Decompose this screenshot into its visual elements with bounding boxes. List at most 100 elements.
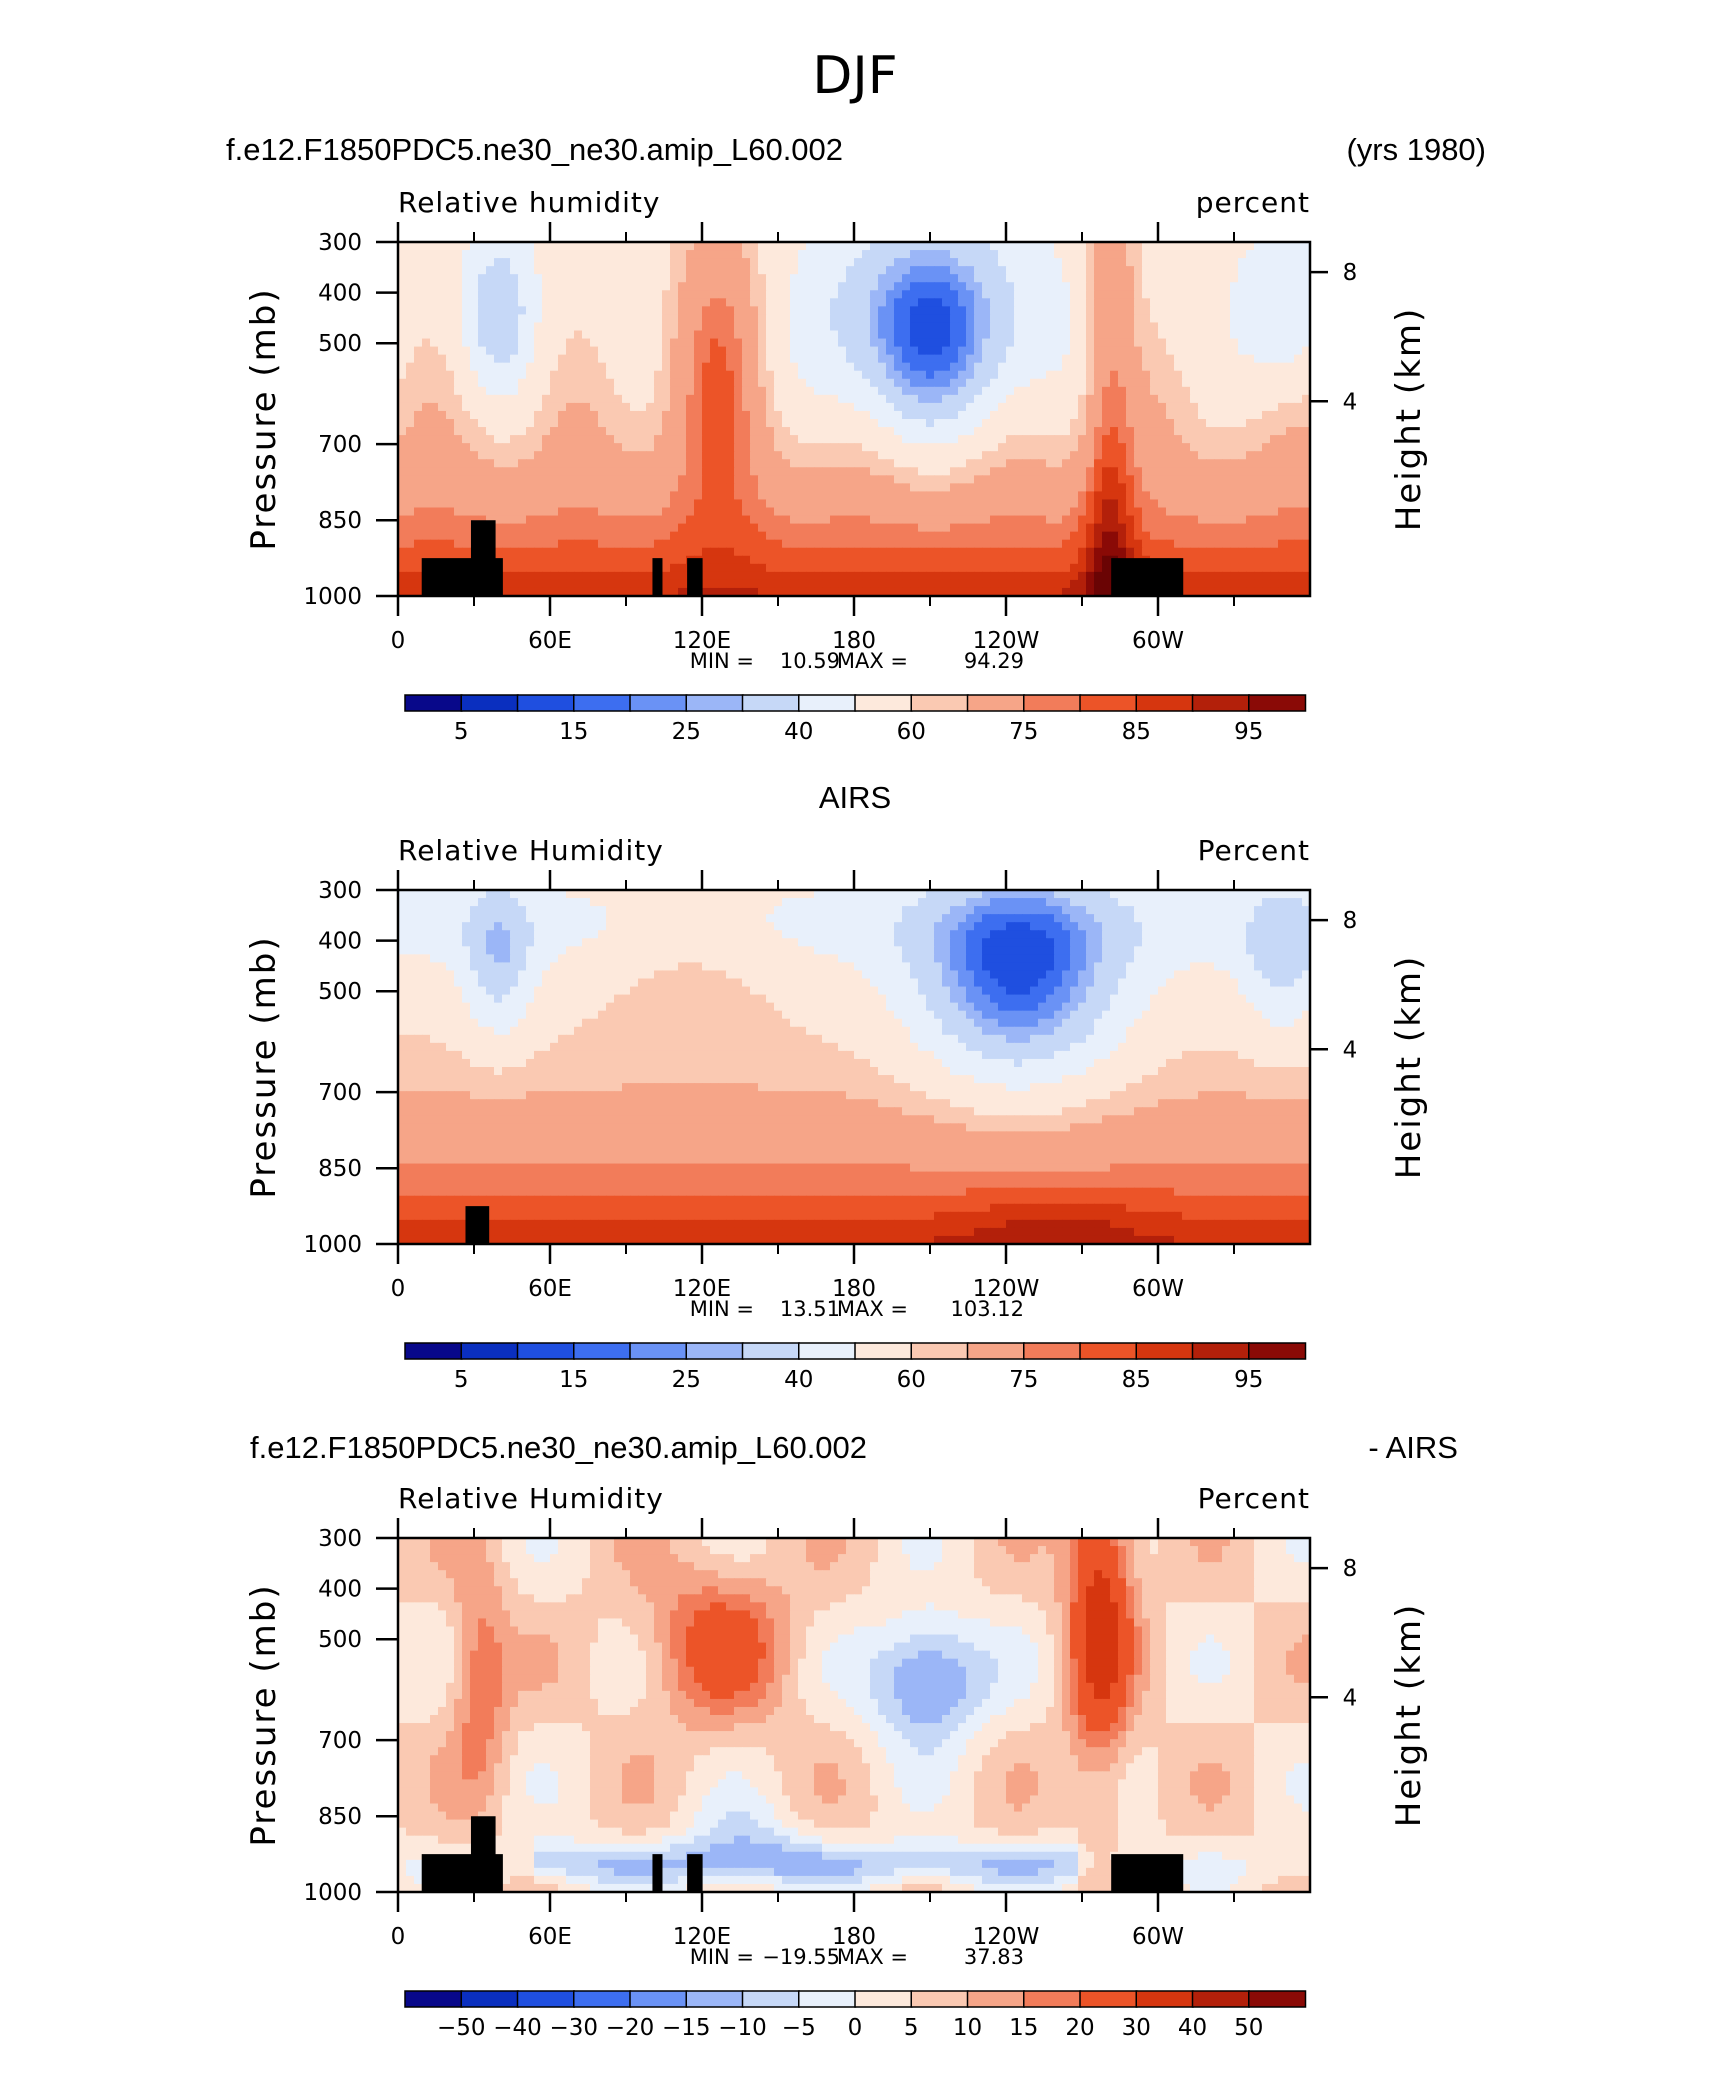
contour-cell	[494, 499, 503, 509]
contour-cell	[742, 282, 751, 291]
contour-cell	[1214, 370, 1223, 380]
contour-cell	[1254, 483, 1263, 493]
contour-cell	[494, 419, 503, 428]
contour-cell	[590, 258, 599, 267]
contour-cell	[990, 250, 999, 259]
contour-cell	[1086, 394, 1095, 404]
contour-cell	[822, 467, 831, 476]
contour-cell	[1150, 282, 1159, 291]
contour-cell	[1086, 459, 1095, 468]
contour-cell	[662, 250, 671, 259]
contour-cell	[694, 290, 703, 299]
contour-cell	[1278, 282, 1287, 291]
contour-cell	[870, 338, 879, 348]
contour-cell	[766, 435, 775, 444]
contour-cell	[742, 298, 751, 307]
contour-cell	[518, 467, 527, 476]
contour-cell	[1118, 306, 1127, 316]
contour-cell	[678, 362, 687, 372]
contour-cell	[494, 370, 503, 380]
contour-cell	[1006, 427, 1015, 436]
contour-cell	[1182, 370, 1191, 380]
contour-cell	[398, 298, 407, 307]
contour-cell	[1134, 402, 1143, 412]
contour-cell	[1030, 459, 1039, 468]
contour-cell	[422, 386, 431, 396]
contour-cell	[822, 306, 831, 316]
contour-cell	[742, 338, 751, 348]
contour-cell	[982, 258, 991, 267]
contour-cell	[966, 394, 975, 404]
contour-cell	[1126, 362, 1135, 372]
contour-cell	[862, 306, 871, 316]
contour-cell	[1182, 499, 1191, 509]
contour-cell	[582, 523, 591, 533]
contour-cell	[1110, 547, 1119, 557]
contour-cell	[750, 346, 759, 356]
contour-cell	[862, 499, 871, 509]
contour-cell	[1206, 370, 1215, 380]
contour-cell	[590, 370, 599, 380]
contour-cell	[734, 250, 743, 259]
contour-cell	[846, 587, 855, 597]
contour-cell	[590, 386, 599, 396]
contour-cell	[502, 354, 511, 364]
contour-cell	[470, 515, 479, 525]
contour-cell	[422, 242, 431, 251]
contour-cell	[1062, 386, 1071, 396]
contour-cell	[590, 587, 599, 597]
contour-cell	[886, 499, 895, 509]
contour-cell	[1166, 274, 1175, 283]
contour-cell	[598, 499, 607, 509]
contour-cell	[1022, 330, 1031, 340]
contour-cell	[630, 346, 639, 356]
contour-cell	[1062, 523, 1071, 533]
contour-cell	[1126, 531, 1135, 541]
contour-cell	[830, 266, 839, 275]
contour-cell	[478, 298, 487, 307]
contour-cell	[854, 587, 863, 597]
contour-cell	[974, 523, 983, 533]
contour-cell	[710, 443, 719, 452]
contour-cell	[1014, 290, 1023, 299]
contour-cell	[814, 467, 823, 476]
contour-cell	[438, 322, 447, 332]
contour-cell	[1294, 547, 1303, 557]
contour-cell	[422, 507, 431, 517]
contour-cell	[1246, 563, 1255, 573]
contour-cell	[710, 354, 719, 364]
contour-cell	[494, 322, 503, 332]
contour-cell	[1086, 435, 1095, 444]
contour-cell	[606, 579, 615, 589]
contour-cell	[518, 378, 527, 388]
contour-cell	[502, 370, 511, 380]
contour-cell	[1246, 451, 1255, 460]
contour-cell	[838, 555, 847, 565]
contour-cell	[598, 531, 607, 541]
contour-cell	[830, 322, 839, 332]
contour-cell	[590, 330, 599, 340]
contour-cell	[718, 354, 727, 364]
contour-cell	[1086, 587, 1095, 597]
contour-cell	[950, 298, 959, 307]
contour-cell	[846, 539, 855, 549]
contour-cell	[470, 266, 479, 275]
contour-cell	[590, 394, 599, 404]
contour-cell	[406, 250, 415, 259]
contour-cell	[406, 298, 415, 307]
contour-cell	[806, 394, 815, 404]
contour-cell	[990, 443, 999, 452]
contour-cell	[958, 475, 967, 484]
contour-cell	[774, 483, 783, 493]
contour-cell	[630, 354, 639, 364]
contour-cell	[494, 242, 503, 251]
contour-cell	[1174, 523, 1183, 533]
contour-cell	[566, 330, 575, 340]
contour-cell	[1070, 314, 1079, 324]
contour-cell	[726, 427, 735, 436]
contour-cell	[574, 547, 583, 557]
contour-cell	[1014, 378, 1023, 388]
contour-cell	[414, 322, 423, 332]
contour-cell	[1190, 258, 1199, 267]
contour-cell	[486, 507, 495, 517]
